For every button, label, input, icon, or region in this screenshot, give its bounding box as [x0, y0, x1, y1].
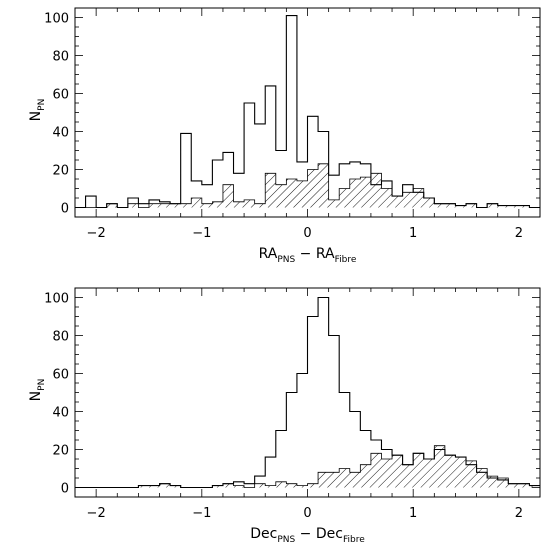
y-tick-label: 100: [44, 12, 69, 27]
x-axis-label: DecPNS − DecFibre: [250, 526, 365, 545]
x-axis-label: RAPNS − RAFibre: [259, 246, 357, 265]
y-tick-label: 80: [52, 330, 69, 345]
hatched-histogram-outline: [75, 445, 540, 488]
x-tick-label: −2: [87, 506, 106, 521]
x-tick-label: 0: [303, 226, 311, 241]
y-axis-label: NPN: [28, 379, 47, 402]
y-tick-label: 40: [52, 406, 69, 421]
x-tick-label: −2: [87, 226, 106, 241]
y-tick-label: 0: [61, 202, 69, 217]
x-tick-label: −1: [192, 226, 211, 241]
y-tick-label: 0: [61, 482, 69, 497]
y-axis-label: NPN: [28, 99, 47, 122]
total-histogram-line: [75, 296, 540, 489]
hatched-histogram-fill: [75, 445, 540, 488]
x-tick-label: −1: [192, 506, 211, 521]
y-tick-label: 100: [44, 292, 69, 307]
y-tick-label: 80: [52, 50, 69, 65]
x-tick-label: 2: [515, 226, 523, 241]
x-tick-label: 1: [409, 506, 417, 521]
x-tick-label: 0: [303, 506, 311, 521]
y-tick-label: 60: [52, 368, 69, 383]
y-tick-label: 40: [52, 126, 69, 141]
y-tick-label: 20: [52, 444, 69, 459]
hatched-histogram-outline: [75, 163, 540, 208]
y-tick-label: 60: [52, 88, 69, 103]
x-tick-label: 1: [409, 226, 417, 241]
y-tick-label: 20: [52, 164, 69, 179]
x-tick-label: 2: [515, 506, 523, 521]
